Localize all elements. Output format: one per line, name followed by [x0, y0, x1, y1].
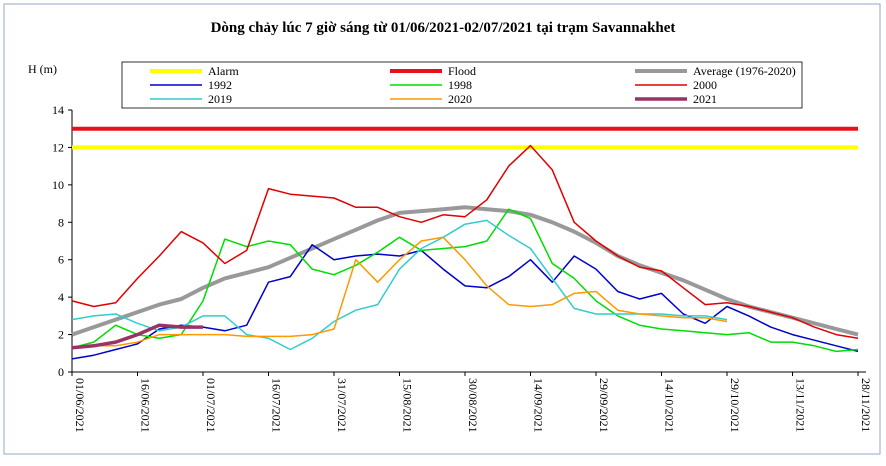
y-axis-label: H (m)	[28, 62, 57, 76]
y-tick-label: 2	[58, 328, 64, 342]
series-line	[71, 323, 203, 350]
chart-title: Dòng chảy lúc 7 giờ sáng từ 01/06/2021-0…	[211, 20, 676, 36]
x-tick-label: 14/09/2021	[532, 378, 546, 433]
legend-label: 2020	[448, 92, 472, 106]
y-tick-label: 4	[58, 290, 64, 304]
y-tick-label: 12	[52, 140, 64, 154]
series-line	[71, 236, 728, 349]
y-tick-label: 0	[58, 365, 64, 379]
x-tick-label: 16/06/2021	[139, 378, 153, 433]
legend-label: 2019	[208, 92, 232, 106]
x-tick-label: 31/07/2021	[335, 378, 349, 433]
y-tick-label: 14	[52, 103, 64, 117]
legend-label: Flood	[448, 64, 476, 78]
series-line	[71, 144, 859, 340]
series-line	[71, 208, 859, 353]
x-tick-label: 14/10/2021	[663, 378, 677, 433]
series-line	[71, 205, 859, 337]
x-tick-label: 16/07/2021	[270, 378, 284, 433]
legend-label: 1998	[448, 78, 472, 92]
legend-label: 2000	[693, 78, 717, 92]
x-tick-label: 13/11/2021	[794, 378, 808, 432]
x-tick-label: 29/10/2021	[728, 378, 742, 433]
y-tick-label: 8	[58, 215, 64, 229]
x-tick-label: 28/11/2021	[859, 378, 873, 432]
y-tick-label: 10	[52, 178, 64, 192]
legend-label: Average (1976-2020)	[693, 64, 796, 78]
x-tick-label: 01/06/2021	[73, 378, 87, 433]
x-tick-label: 30/08/2021	[466, 378, 480, 433]
y-tick-label: 6	[58, 253, 64, 267]
x-tick-label: 01/07/2021	[204, 378, 218, 433]
x-tick-label: 15/08/2021	[401, 378, 415, 433]
x-tick-label: 29/09/2021	[597, 378, 611, 433]
legend-box	[121, 61, 803, 109]
legend-label: 1992	[208, 78, 232, 92]
legend-label: Alarm	[208, 64, 239, 78]
legend-label: 2021	[693, 92, 717, 106]
